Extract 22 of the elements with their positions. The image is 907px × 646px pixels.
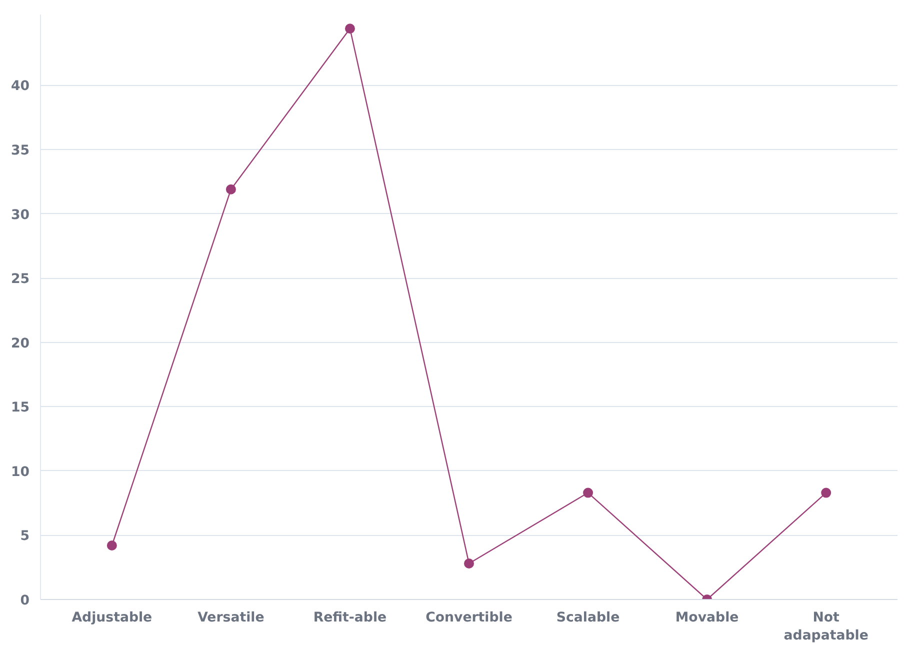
x-tick-label: Movable — [675, 610, 739, 626]
y-tick-label: 15 — [10, 400, 30, 416]
y-tick-label: 35 — [10, 144, 30, 158]
x-tick-label: Scalable — [556, 610, 620, 626]
point — [583, 488, 594, 498]
x-tick-label: Convertible — [426, 610, 512, 626]
y-tick-label: 0 — [20, 594, 30, 608]
y-tick-label: 25 — [10, 272, 30, 288]
y-tick-label: 30 — [10, 208, 30, 223]
x-tick-label: Refit-able — [313, 610, 387, 626]
point — [226, 184, 236, 194]
x-tick-label: Not adapatable — [784, 610, 868, 644]
y-tick-label: 5 — [20, 529, 30, 544]
y-tick-label: 10 — [10, 464, 30, 480]
y-tick-label: 20 — [10, 336, 30, 352]
point — [821, 488, 832, 498]
point — [106, 540, 117, 550]
point — [464, 558, 474, 568]
x-tick-label: Adjustable — [72, 610, 152, 626]
y-tick-label: 40 — [10, 79, 30, 94]
point — [344, 24, 355, 34]
x-tick-label: Versatile — [198, 610, 264, 626]
